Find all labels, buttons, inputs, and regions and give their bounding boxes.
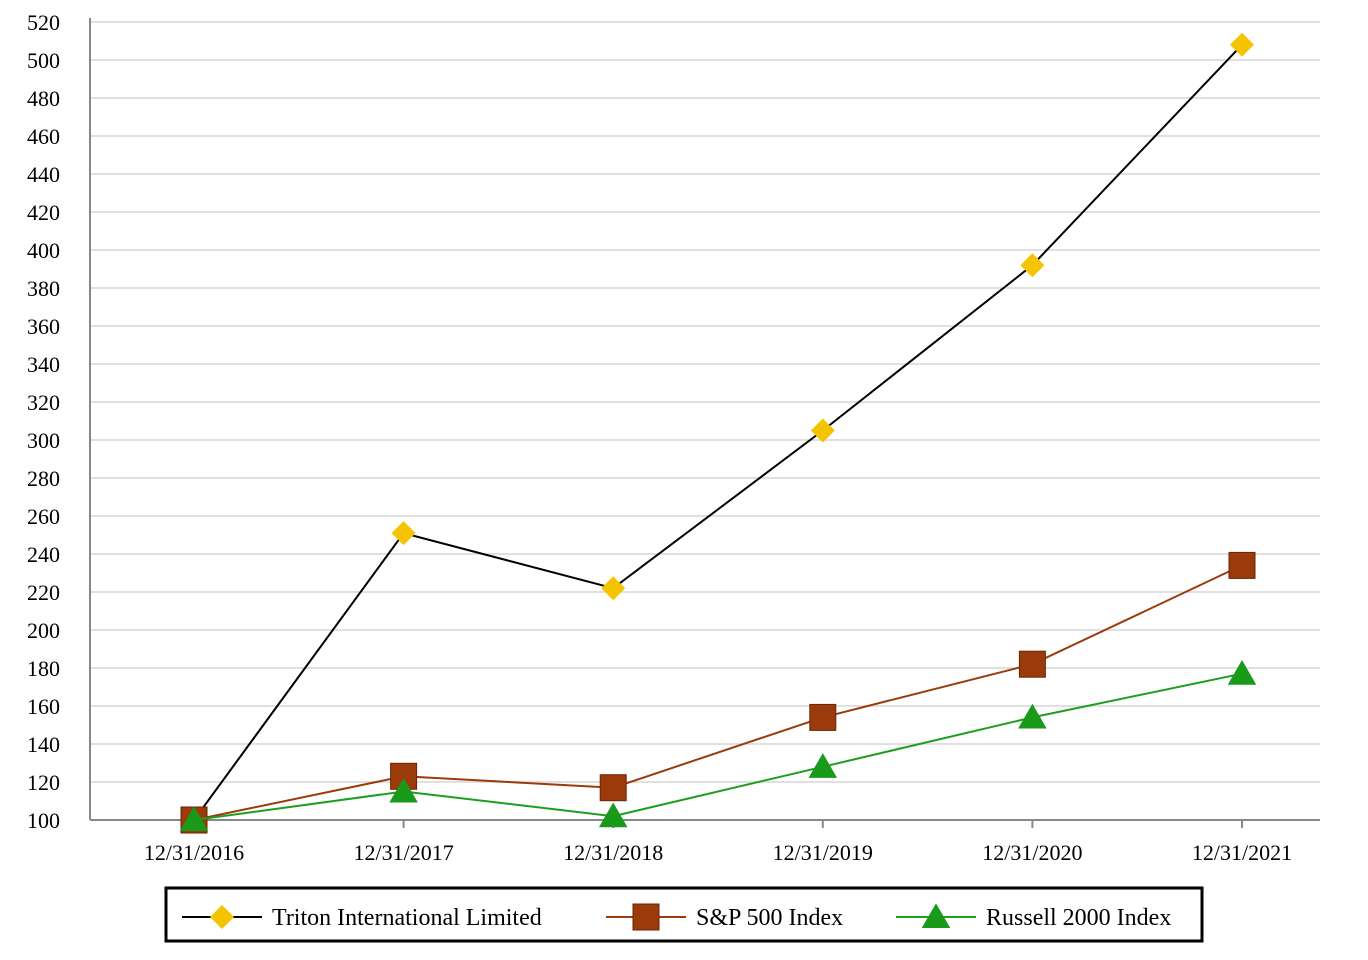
y-tick-label: 200 (27, 618, 60, 643)
data-point-diamond (391, 521, 416, 546)
series-group (179, 32, 1257, 834)
y-tick-label: 160 (27, 694, 60, 719)
y-tick-label: 400 (27, 238, 60, 263)
data-point-triangle (1018, 703, 1047, 729)
x-tick-label: 12/31/2016 (144, 840, 244, 865)
data-point-square (1228, 551, 1256, 579)
y-tick-label: 420 (27, 200, 60, 225)
series-3 (179, 660, 1257, 832)
y-tick-label: 180 (27, 656, 60, 681)
y-tick-label: 260 (27, 504, 60, 529)
data-point-triangle (808, 753, 838, 778)
legend: Triton International Limited S&P 500 Inde… (164, 886, 1204, 943)
legend-item-3: Russell 2000 Index (896, 903, 1171, 931)
data-point-triangle (598, 802, 628, 828)
y-tick-label: 280 (27, 466, 60, 491)
x-axis-ticks: 12/31/2016 12/31/2017 12/31/2018 12/31/2019… (144, 820, 1292, 865)
y-tick-label: 340 (27, 352, 60, 377)
series-1 (182, 32, 1254, 832)
legend-marker-diamond (210, 905, 234, 929)
x-tick-label: 12/31/2021 (1192, 840, 1292, 865)
data-point-triangle (179, 806, 209, 832)
gridlines (90, 21, 1320, 783)
x-tick-label: 12/31/2019 (773, 840, 873, 865)
y-tick-label: 240 (27, 542, 60, 567)
legend-marker-square (632, 903, 660, 931)
legend-marker-triangle (921, 903, 951, 929)
y-tick-label: 220 (27, 580, 60, 605)
series-line (193, 44, 1243, 821)
data-point-diamond (810, 418, 835, 443)
y-tick-label: 120 (27, 770, 60, 795)
legend-label: S&P 500 Index (696, 905, 843, 931)
data-point-diamond (601, 576, 626, 601)
y-tick-label: 500 (27, 48, 60, 73)
x-tick-label: 12/31/2018 (563, 840, 663, 865)
series-line (193, 672, 1243, 821)
legend-item-1: Triton International Limited (182, 905, 542, 931)
legend-label: Russell 2000 Index (986, 905, 1171, 931)
y-tick-label: 480 (27, 86, 60, 111)
data-point-diamond (1230, 32, 1254, 57)
y-tick-label: 320 (27, 390, 60, 415)
y-axis-ticks: 100 120 140 160 180 200 220 240 260 280 300 320 340 3… (27, 10, 60, 833)
y-tick-label: 440 (27, 162, 60, 187)
data-point-square (599, 774, 627, 802)
y-tick-label: 380 (27, 276, 60, 301)
y-tick-label: 140 (27, 732, 60, 757)
data-point-diamond (1020, 253, 1045, 278)
data-point-square (809, 703, 837, 731)
y-tick-label: 460 (27, 124, 60, 149)
y-tick-label: 300 (27, 428, 60, 453)
legend-label: Triton International Limited (272, 905, 542, 931)
y-tick-label: 100 (27, 808, 60, 833)
data-point-square (1018, 650, 1046, 678)
data-point-triangle (389, 777, 418, 803)
y-tick-label: 360 (27, 314, 60, 339)
x-tick-label: 12/31/2017 (353, 840, 453, 865)
legend-box (164, 886, 1204, 943)
legend-item-2: S&P 500 Index (606, 903, 843, 931)
x-tick-label: 12/31/2020 (982, 840, 1082, 865)
data-point-triangle (1227, 660, 1257, 685)
series-line (193, 564, 1243, 821)
axes (89, 18, 1320, 821)
y-tick-label: 520 (27, 10, 60, 35)
